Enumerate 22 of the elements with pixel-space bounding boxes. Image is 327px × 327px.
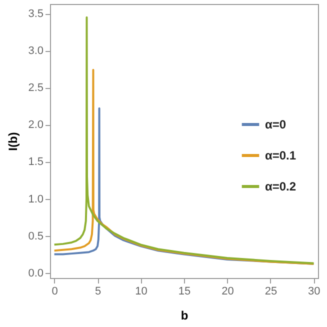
x-tick-label: 10 xyxy=(135,286,148,298)
x-tick-label: 25 xyxy=(264,286,278,298)
x-tick-label: 30 xyxy=(308,286,320,298)
line-series xyxy=(53,16,315,264)
y-tick-label: 3.5 xyxy=(28,8,44,20)
y-tick-label: 2.0 xyxy=(28,119,44,132)
legend-label: α=0 xyxy=(265,118,286,132)
legend-label: α=0.2 xyxy=(265,180,296,194)
x-tick-label: 0 xyxy=(52,286,58,298)
y-axis-title: I(b) xyxy=(6,132,20,151)
x-tick-label: 5 xyxy=(94,286,102,298)
x-tick-label: 20 xyxy=(222,286,234,298)
legend-label: α=0.1 xyxy=(265,148,296,162)
y-tick-label: 2.5 xyxy=(28,82,44,94)
y-tick-label: 1.0 xyxy=(28,193,44,206)
y-tick-label: 0.5 xyxy=(28,230,44,242)
y-tick-label: 3.0 xyxy=(28,45,44,58)
line-series xyxy=(53,68,315,265)
y-tick-label: 0.0 xyxy=(28,267,44,280)
y-tick-label: 1.5 xyxy=(28,156,44,168)
x-tick-label: 15 xyxy=(178,286,191,298)
x-axis-title: b xyxy=(180,308,188,322)
